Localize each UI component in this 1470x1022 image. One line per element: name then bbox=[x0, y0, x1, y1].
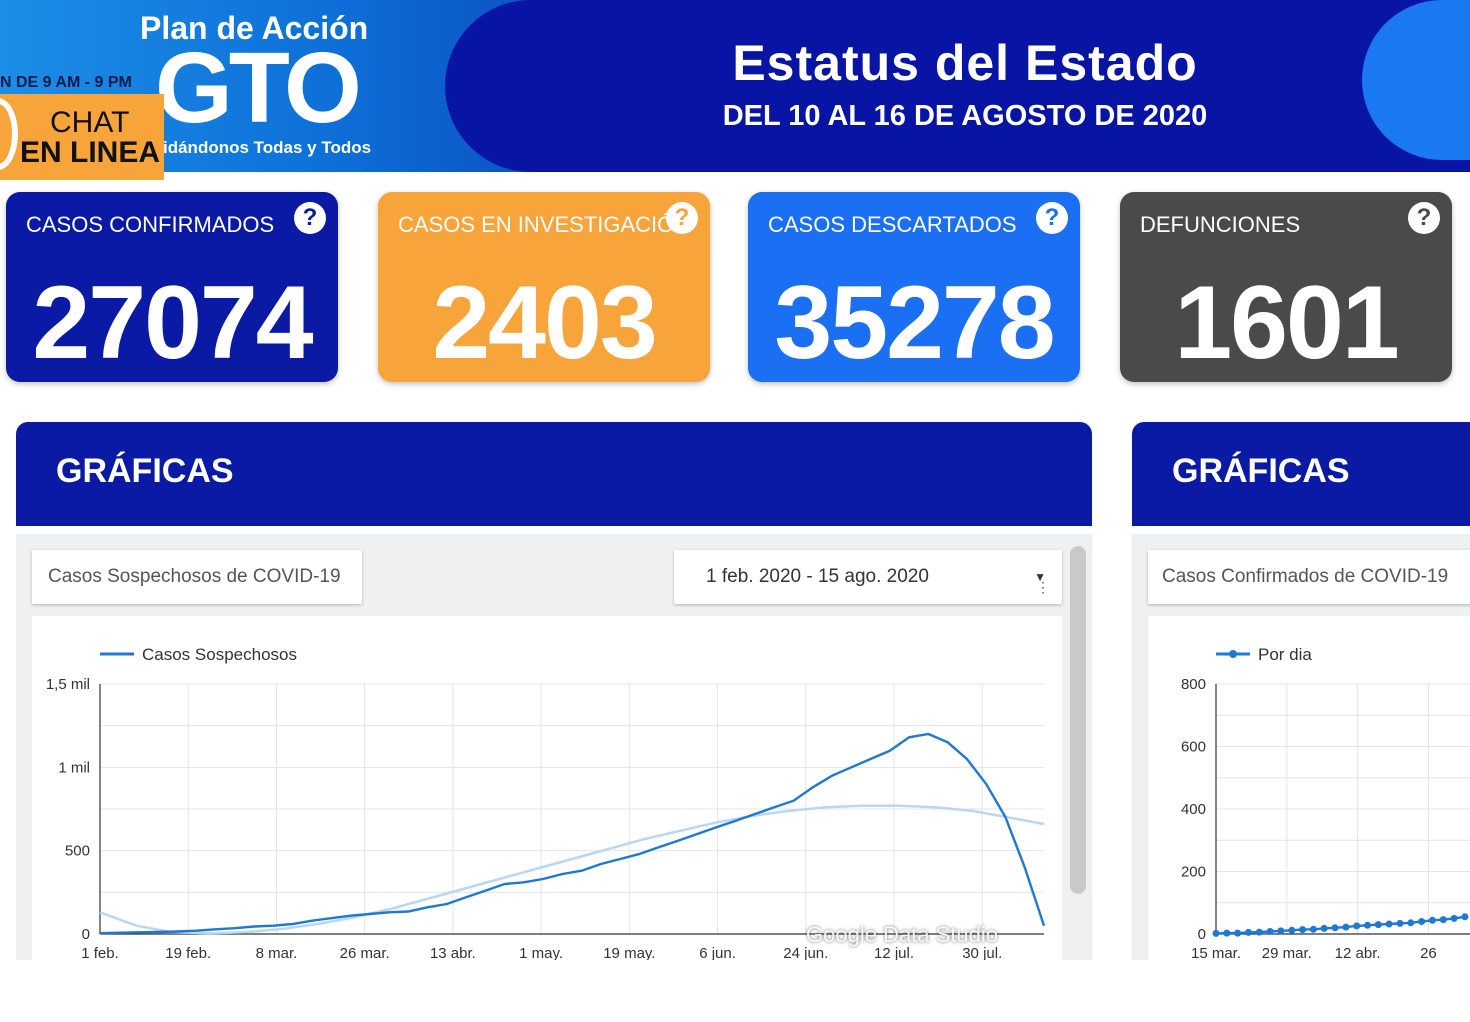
data-point bbox=[1450, 914, 1458, 922]
card-value: 1601 bbox=[1174, 265, 1399, 381]
chat-label-line2[interactable]: EN LINEA bbox=[20, 136, 161, 169]
chart-title: Casos Confirmados de COVID-19 bbox=[1162, 566, 1449, 587]
data-point bbox=[1439, 916, 1447, 924]
y-tick-label: 0 bbox=[1198, 926, 1206, 943]
data-point bbox=[1320, 924, 1328, 932]
series-line bbox=[1215, 915, 1466, 935]
data-point bbox=[1385, 920, 1393, 928]
card-deaths: DEFUNCIONES ? 1601 bbox=[1120, 192, 1452, 382]
line-chart-confirmados: 0 200 400 600 800 15 mar. 29 mar. 12 abr. 26 Por … bbox=[1181, 645, 1470, 962]
y-tick-label: 200 bbox=[1181, 864, 1206, 881]
y-tick-label: 500 bbox=[65, 843, 90, 860]
data-point bbox=[1266, 928, 1274, 935]
data-point bbox=[1277, 927, 1285, 935]
data-point bbox=[1331, 924, 1339, 932]
y-tick-label: 0 bbox=[82, 926, 90, 943]
logo-tagline: idándonos Todas y Todos bbox=[163, 138, 372, 157]
x-tick-label: 29 mar. bbox=[1262, 945, 1312, 960]
data-point bbox=[1223, 929, 1231, 937]
line-chart-sospechosos: 0 500 1 mil 1,5 mil 1 feb. 19 feb. 8 mar. 26 ma… bbox=[46, 645, 1046, 962]
scrollbar-thumb[interactable] bbox=[1070, 546, 1086, 894]
data-point bbox=[1396, 919, 1404, 927]
legend-label: Por dia bbox=[1258, 645, 1312, 664]
data-point bbox=[1299, 926, 1307, 934]
data-point bbox=[1342, 923, 1350, 931]
card-value: 27074 bbox=[32, 265, 313, 381]
x-tick-label: 26 bbox=[1420, 945, 1437, 960]
legend-dot bbox=[1229, 650, 1237, 658]
data-point bbox=[1418, 918, 1426, 925]
data-point bbox=[1234, 929, 1242, 937]
data-point bbox=[1353, 922, 1361, 930]
data-point bbox=[1255, 928, 1263, 936]
x-tick-label: 1 may. bbox=[519, 945, 563, 960]
logo-plan-text: Plan de Acción bbox=[140, 10, 369, 46]
y-tick-label: 800 bbox=[1181, 676, 1206, 693]
data-point bbox=[1428, 916, 1436, 924]
chart-title-box: Casos Confirmados de COVID-19 bbox=[1148, 550, 1470, 604]
legend-label: Casos Sospechosos bbox=[142, 645, 297, 664]
watermark-text: Google Data Studio bbox=[806, 922, 999, 947]
x-tick-label: 6 jun. bbox=[699, 945, 736, 960]
x-tick-label: 8 mar. bbox=[256, 945, 298, 960]
data-point bbox=[1407, 919, 1415, 927]
card-title: CASOS EN INVESTIGACIÓN bbox=[398, 212, 691, 237]
y-tick-label: 1,5 mil bbox=[46, 676, 90, 693]
section-heading-2: GRÁFICAS bbox=[1132, 422, 1470, 526]
x-tick-label: 12 jul. bbox=[874, 945, 914, 960]
section-title: GRÁFICAS bbox=[56, 452, 234, 490]
chat-label-line1[interactable]: CHAT bbox=[50, 106, 130, 139]
y-tick-label: 1 mil bbox=[58, 759, 90, 776]
series-line bbox=[99, 732, 1046, 935]
x-tick-label: 12 abr. bbox=[1335, 945, 1381, 960]
chart-area-1: 0 500 1 mil 1,5 mil 1 feb. 19 feb. 8 mar. 26 ma… bbox=[32, 616, 1062, 962]
x-tick-label: 1 feb. bbox=[81, 945, 119, 960]
data-point bbox=[1364, 921, 1371, 929]
x-tick-label: 26 mar. bbox=[340, 945, 390, 960]
card-value: 2403 bbox=[432, 265, 657, 381]
card-value: 35278 bbox=[774, 265, 1055, 381]
data-point bbox=[1245, 928, 1252, 936]
question-icon[interactable]: ? bbox=[666, 202, 698, 234]
question-icon[interactable]: ? bbox=[294, 202, 326, 234]
y-tick-label: 400 bbox=[1181, 801, 1206, 818]
page-subtitle: DEL 10 AL 16 DE AGOSTO DE 2020 bbox=[722, 100, 1208, 132]
chart-area-2: 0 200 400 600 800 15 mar. 29 mar. 12 abr. 26 Por … bbox=[1148, 616, 1470, 962]
page-title: Estatus del Estado bbox=[732, 35, 1198, 91]
section-title: GRÁFICAS bbox=[1172, 452, 1350, 490]
card-title: CASOS DESCARTADOS bbox=[768, 212, 1017, 237]
more-vert-icon[interactable]: ⋮ bbox=[1036, 579, 1050, 595]
chat-hours-text: N DE 9 AM - 9 PM bbox=[0, 74, 132, 91]
section-heading-1: GRÁFICAS bbox=[16, 422, 1092, 526]
chevron-down-icon[interactable]: ▼ bbox=[1034, 570, 1046, 584]
card-investigation: CASOS EN INVESTIGACIÓN ? 2403 bbox=[378, 192, 710, 382]
data-point bbox=[1461, 913, 1469, 921]
chart-title: Casos Sospechosos de COVID-19 bbox=[48, 566, 341, 587]
card-discarded: CASOS DESCARTADOS ? 35278 bbox=[748, 192, 1080, 382]
x-tick-label: 24 jun. bbox=[783, 945, 828, 960]
x-tick-label: 13 abr. bbox=[430, 945, 476, 960]
logo-gto: GTO bbox=[155, 32, 362, 144]
data-point bbox=[1212, 929, 1220, 937]
date-range-selector[interactable]: 1 feb. 2020 - 15 ago. 2020 ▼ ⋮ bbox=[674, 550, 1062, 604]
header-title-banner bbox=[445, 0, 1470, 172]
x-tick-label: 19 may. bbox=[603, 945, 655, 960]
question-icon[interactable]: ? bbox=[1408, 202, 1440, 234]
date-range-value[interactable]: 1 feb. 2020 - 15 ago. 2020 bbox=[706, 566, 929, 587]
card-confirmed: CASOS CONFIRMADOS ? 27074 bbox=[6, 192, 338, 382]
card-title: DEFUNCIONES bbox=[1140, 212, 1301, 237]
data-point bbox=[1309, 925, 1317, 933]
x-tick-label: 19 feb. bbox=[165, 945, 211, 960]
card-title: CASOS CONFIRMADOS bbox=[26, 212, 275, 237]
trend-line bbox=[99, 804, 1045, 935]
chat-button[interactable] bbox=[0, 94, 164, 180]
y-tick-label: 600 bbox=[1181, 739, 1206, 756]
chart-title-box: Casos Sospechosos de COVID-19 bbox=[32, 550, 362, 604]
data-point bbox=[1288, 926, 1296, 934]
data-point bbox=[1374, 921, 1382, 929]
question-icon[interactable]: ? bbox=[1036, 202, 1068, 234]
x-tick-label: 15 mar. bbox=[1191, 945, 1241, 960]
x-tick-label: 30 jul. bbox=[962, 945, 1002, 960]
